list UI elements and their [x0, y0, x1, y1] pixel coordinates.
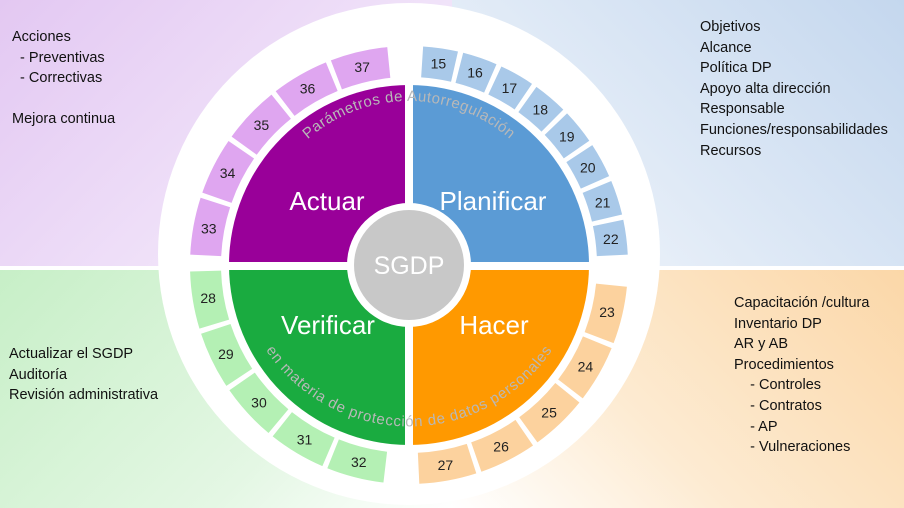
- ring-segment-34: [202, 140, 255, 203]
- ring-number-19: 19: [559, 128, 575, 144]
- side-text-line: Responsable: [700, 101, 785, 118]
- ring-segment-18: [518, 86, 564, 132]
- side-text-line: Objetivos: [700, 19, 761, 35]
- ring-number-18: 18: [533, 102, 549, 118]
- side-text-line: Inventario DP: [734, 315, 822, 332]
- side-text-line: - Correctivas: [12, 70, 103, 87]
- ring-number-29: 29: [218, 346, 234, 362]
- ring-segment-26: [471, 419, 534, 472]
- phase-quadrants: [229, 85, 589, 445]
- side-text-line: AR y AB: [734, 336, 788, 353]
- ring-number-31: 31: [297, 432, 313, 448]
- ring-segment-22: [592, 219, 628, 257]
- side-text-line: Acciones: [12, 29, 71, 45]
- actuar-side-text: Acciones - Preventivas - Correctivas Mej…: [12, 27, 115, 130]
- quadrant-hacer: [409, 265, 589, 445]
- ring-segment-28: [190, 270, 230, 329]
- ring-number-27: 27: [438, 457, 454, 473]
- ring-segment-37: [330, 47, 391, 90]
- ring-number-32: 32: [351, 454, 367, 470]
- center-label: SGDP: [374, 252, 445, 280]
- side-text-line: Funciones/responsabilidades: [700, 121, 888, 138]
- side-text-line: Auditoría: [9, 366, 68, 383]
- side-text-line: - Preventivas: [12, 49, 105, 66]
- ring-segment-27: [417, 443, 477, 484]
- ring-number-20: 20: [580, 160, 596, 176]
- ring-segment-36: [275, 62, 338, 116]
- side-text-line: Alcance: [700, 39, 752, 56]
- side-text-line: - Controles: [734, 377, 822, 394]
- phase-label-verificar: Verificar: [281, 310, 375, 340]
- ring-number-22: 22: [603, 231, 619, 247]
- side-text-line: Capacitación /cultura: [734, 295, 870, 311]
- ring-segment-31: [272, 412, 335, 467]
- ring-segment-17: [488, 66, 533, 110]
- ring-number-15: 15: [431, 56, 447, 72]
- ring-number-24: 24: [578, 358, 594, 374]
- side-text-line: Revisión administrativa: [9, 387, 159, 404]
- ring-number-37: 37: [354, 59, 370, 75]
- ring-number-17: 17: [502, 80, 518, 96]
- verificar-side-text: Actualizar el SGDP Auditoría Revisión admi…: [9, 344, 158, 406]
- planificar-side-text: Objetivos Alcance Política DP Apoyo alta di…: [700, 17, 888, 161]
- side-text-line: Actualizar el SGDP: [9, 346, 134, 362]
- ring-number-25: 25: [541, 405, 557, 421]
- ring-number-33: 33: [201, 221, 217, 237]
- side-text-line: - Contratos: [734, 397, 822, 414]
- phase-label-planificar: Planificar: [440, 186, 547, 216]
- ring-segment-23: [584, 283, 627, 344]
- ring-segment-29: [201, 324, 253, 386]
- ring-number-16: 16: [467, 65, 483, 81]
- ring-segment-25: [519, 383, 580, 443]
- ring-segment-24: [558, 336, 612, 399]
- ring-number-34: 34: [220, 165, 236, 181]
- quadrant-verificar: [229, 265, 409, 445]
- hacer-side-text: Capacitación /cultura Inventario DP AR y A…: [734, 293, 869, 458]
- ring-segment-16: [455, 52, 497, 93]
- ring-number-21: 21: [595, 194, 611, 210]
- ring-segments: 15 16 17 18 19 20 21 22 23 24 25 26 27 32 31 30 29 28 33 34…: [190, 46, 628, 484]
- quadrant-actuar: [229, 85, 409, 265]
- side-text-line: Apoyo alta dirección: [700, 80, 831, 97]
- ring-segment-35: [231, 94, 291, 155]
- ring-segment-15: [421, 46, 458, 82]
- side-text-line: Recursos: [700, 142, 762, 159]
- ring-number-35: 35: [254, 117, 270, 133]
- quadrant-planificar: [409, 85, 589, 265]
- side-text-line: Política DP: [700, 60, 772, 77]
- side-text-line: Mejora continua: [12, 111, 116, 128]
- ring-segment-33: [190, 197, 231, 257]
- side-text-line: - Vulneraciones: [734, 439, 851, 456]
- side-text-line: Procedimientos: [734, 356, 834, 373]
- ring-segment-30: [229, 372, 289, 434]
- center-circle: [354, 210, 464, 320]
- phase-label-hacer: Hacer: [459, 310, 529, 340]
- ring-number-30: 30: [251, 394, 267, 410]
- ring-segment-21: [582, 181, 623, 222]
- side-text-line: - AP: [734, 418, 778, 435]
- ring-number-23: 23: [599, 304, 615, 320]
- ring-number-26: 26: [493, 438, 509, 454]
- ring-segment-20: [566, 145, 610, 189]
- ring-number-28: 28: [200, 290, 216, 306]
- phase-label-actuar: Actuar: [289, 186, 364, 216]
- ring-segment-19: [544, 113, 590, 159]
- ring-segment-32: [327, 439, 388, 483]
- ring-number-36: 36: [300, 81, 316, 97]
